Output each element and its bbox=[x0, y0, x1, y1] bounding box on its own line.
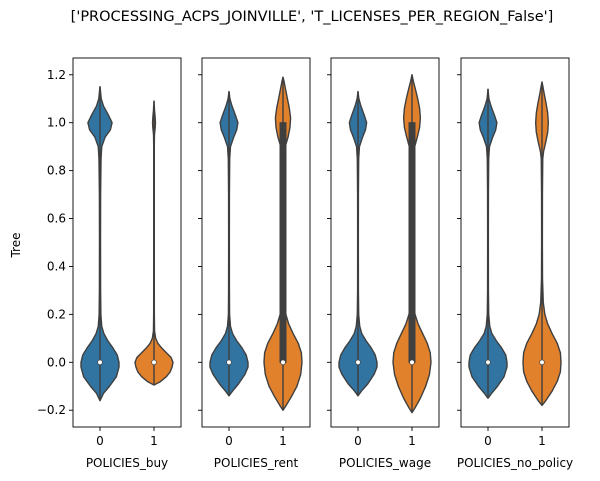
violin-median-dot bbox=[539, 359, 545, 366]
y-tick-label: 1.0 bbox=[47, 116, 66, 130]
y-tick-label: 0.8 bbox=[47, 164, 66, 178]
panel-1: 0 1 POLICIES_rent bbox=[198, 57, 311, 470]
axes-frame bbox=[460, 57, 570, 428]
x-axis-label: POLICIES_buy bbox=[86, 456, 168, 470]
y-tick-label: 0.6 bbox=[47, 212, 66, 226]
panel-3: 0 1 POLICIES_no_policy bbox=[457, 57, 573, 470]
x-tick-label: 1 bbox=[150, 434, 158, 448]
x-tick-label: 1 bbox=[538, 434, 546, 448]
violin-median-dot bbox=[151, 359, 157, 366]
y-tick-label: −0.2 bbox=[37, 403, 66, 417]
axes-frame bbox=[72, 57, 182, 428]
x-axis-label: POLICIES_no_policy bbox=[457, 456, 573, 470]
panel-2: 0 1 POLICIES_wage bbox=[327, 57, 440, 470]
violin-median-dot bbox=[226, 359, 232, 366]
y-axis-label: Tree bbox=[9, 232, 23, 258]
violin-panels: −0.2 0.0 0.2 0.4 0.6 0.8 1.0 1.2 0 1 POLICIES_buy 0… bbox=[37, 57, 573, 470]
x-tick-label: 0 bbox=[484, 434, 492, 448]
panel-0: −0.2 0.0 0.2 0.4 0.6 0.8 1.0 1.2 0 1 POLICIES_buy bbox=[37, 57, 182, 470]
violin-iqr-box bbox=[279, 122, 287, 363]
x-axis-label: POLICIES_wage bbox=[339, 456, 431, 470]
x-axis-label: POLICIES_rent bbox=[214, 456, 299, 470]
axes-frame bbox=[201, 57, 311, 428]
violin-median-dot bbox=[97, 359, 103, 366]
x-tick-label: 0 bbox=[354, 434, 362, 448]
violin-median-dot bbox=[280, 359, 286, 366]
y-tick-label: 0.2 bbox=[47, 307, 66, 321]
x-tick-label: 1 bbox=[408, 434, 416, 448]
chart-title: ['PROCESSING_ACPS_JOINVILLE', 'T_LICENSE… bbox=[71, 9, 554, 25]
axes-frame bbox=[330, 57, 440, 428]
violin-iqr-box bbox=[408, 122, 416, 363]
violin-median-dot bbox=[409, 359, 415, 366]
x-tick-label: 0 bbox=[225, 434, 233, 448]
y-tick-label: 1.2 bbox=[47, 68, 66, 82]
x-tick-label: 1 bbox=[279, 434, 287, 448]
violin-median-dot bbox=[355, 359, 361, 366]
x-tick-label: 0 bbox=[96, 434, 104, 448]
y-tick-label: 0.4 bbox=[47, 259, 66, 273]
y-tick-label: 0.0 bbox=[47, 355, 66, 369]
violin-median-dot bbox=[485, 359, 491, 366]
